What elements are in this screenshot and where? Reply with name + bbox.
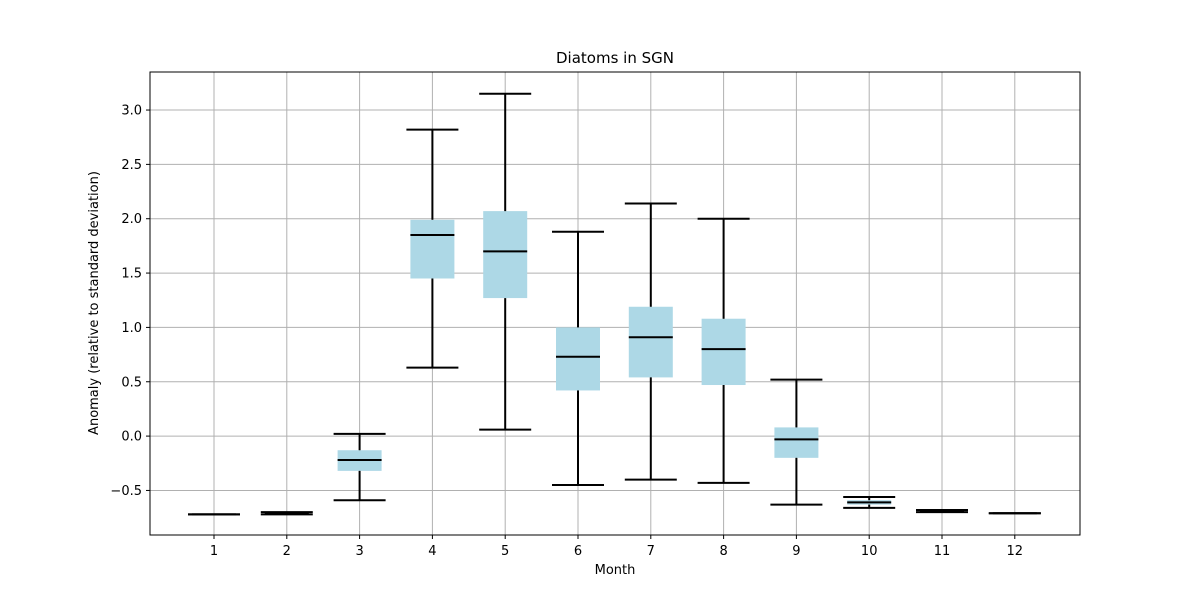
box-month-12 [988, 512, 1041, 515]
x-tick-label: 3 [355, 544, 363, 559]
x-tick-label: 8 [719, 544, 727, 559]
box-month-2 [260, 511, 313, 516]
x-tick-label: 11 [934, 544, 951, 559]
x-tick-label: 1 [210, 544, 218, 559]
box-month-8 [697, 217, 750, 484]
x-tick-label: 9 [792, 544, 800, 559]
x-tick-label: 6 [574, 544, 582, 559]
y-tick-label: −0.5 [110, 484, 142, 499]
y-tick-label: 0.5 [121, 375, 142, 390]
box-month-4 [406, 128, 459, 369]
box-month-7 [624, 202, 677, 481]
box-month-10 [843, 495, 896, 509]
box-layer [188, 92, 1041, 516]
box-month-6 [552, 230, 604, 487]
box-iqr [483, 211, 528, 299]
box-iqr [774, 427, 819, 458]
x-tick-label: 2 [283, 544, 291, 559]
x-tick-label: 10 [861, 544, 878, 559]
box-month-11 [916, 509, 968, 514]
box-iqr [701, 318, 746, 386]
y-tick-label: 2.5 [121, 158, 142, 173]
box-month-9 [770, 378, 823, 506]
y-axis-title: Anomaly (relative to standard deviation) [87, 171, 102, 435]
chart-title: Diatoms in SGN [556, 49, 674, 67]
x-tick-label: 7 [647, 544, 655, 559]
y-tick-label: 2.0 [121, 212, 142, 227]
y-tick-label: 1.5 [121, 267, 142, 282]
tick-layer: 1 2 3 4 5 6 7 8 9 10 11 12−0.50.00.51.01.52.02.53.0 [110, 104, 1023, 559]
box-month-5 [479, 92, 532, 431]
y-tick-label: 1.0 [121, 321, 142, 336]
box-month-1 [188, 513, 240, 516]
box-month-3 [333, 432, 386, 502]
y-tick-label: 3.0 [121, 104, 142, 119]
grid-layer [150, 72, 1080, 535]
plot-frame [149, 71, 1081, 536]
x-tick-label: 5 [501, 544, 509, 559]
x-axis-title: Month [595, 563, 636, 578]
box-iqr [628, 306, 673, 378]
box-iqr [556, 327, 600, 391]
y-tick-label: 0.0 [121, 430, 142, 445]
x-tick-label: 12 [1007, 544, 1024, 559]
x-tick-label: 4 [428, 544, 436, 559]
box-iqr [410, 219, 455, 279]
